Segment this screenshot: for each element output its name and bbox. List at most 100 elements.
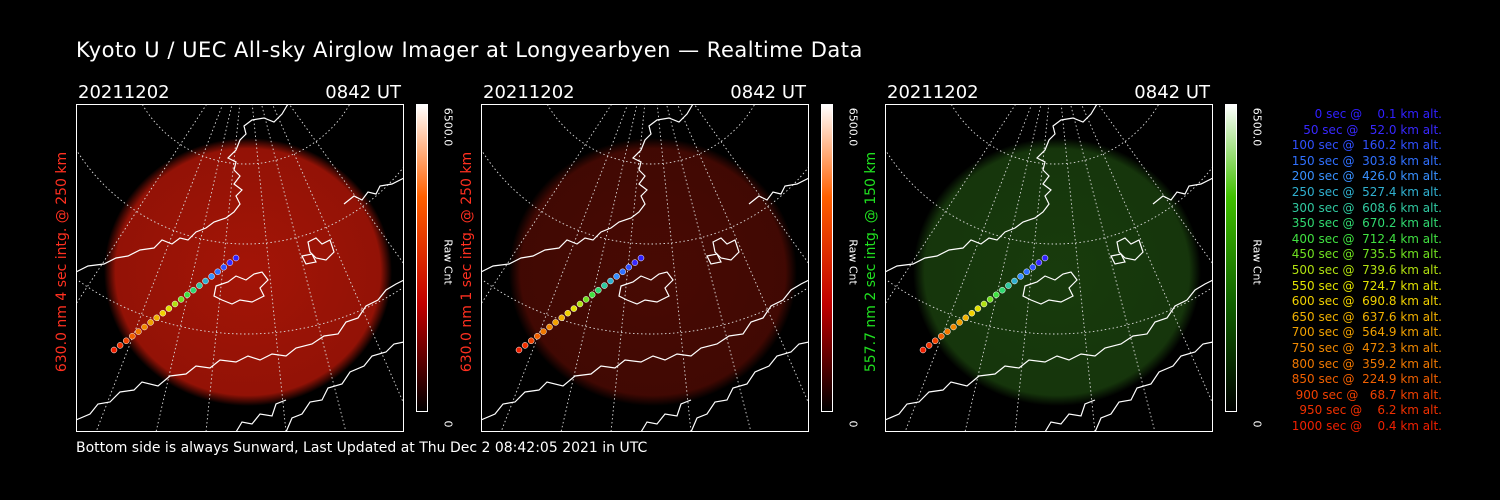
trajectory-point [546, 323, 553, 331]
coastline-outline [885, 104, 1213, 432]
colorbar [1225, 104, 1237, 412]
trajectory-point [919, 346, 927, 354]
trajectory-point [999, 286, 1006, 294]
trajectory-point [938, 332, 945, 340]
legend-row: 100 sec @ 160.2 km alt. [1287, 138, 1442, 153]
legend-row: 250 sec @ 527.4 km alt. [1287, 184, 1442, 199]
panel-date: 20211202 [78, 82, 170, 103]
trajectory-point [141, 323, 148, 331]
trajectory-point [564, 309, 572, 317]
airglow-panel-3: 20211202 0842 UT 557.7 nm 2 sec intg. @ 15… [863, 82, 1295, 432]
trajectory-point [980, 300, 988, 308]
trajectory-legend: 0 sec @ 0.1 km alt. 50 sec @ 52.0 km alt… [1262, 107, 1442, 434]
trajectory-point [944, 328, 951, 335]
panel-time: 0842 UT [730, 82, 806, 103]
panel-wavelength-label: 630.0 nm 4 sec intg. @ 250 km [54, 151, 70, 373]
trajectory-point [220, 263, 228, 271]
legend-row: 600 sec @ 690.8 km alt. [1287, 294, 1442, 309]
trajectory-point [595, 286, 602, 294]
trajectory-point [208, 273, 215, 280]
legend-row: 0 sec @ 0.1 km alt. [1303, 107, 1442, 121]
colorbar-label: Raw Cnt [846, 239, 860, 285]
trajectory-point [1011, 277, 1018, 285]
trajectory-point [588, 291, 596, 299]
trajectory-point [950, 323, 957, 331]
trajectory-point [1035, 259, 1043, 266]
trajectory-point [625, 263, 633, 271]
trajectory-point [177, 296, 185, 303]
trajectory-point [226, 259, 234, 266]
trajectory-point [135, 328, 142, 335]
colorbar-label: Raw Cnt [441, 239, 455, 285]
coastline-outline [481, 104, 809, 432]
trajectory-point [570, 305, 578, 312]
trajectory-point [527, 337, 535, 345]
panel-time: 0842 UT [325, 82, 401, 103]
trajectory-point [159, 309, 167, 317]
legend-row: 650 sec @ 637.6 km alt. [1287, 309, 1442, 324]
trajectory-track [919, 254, 1049, 354]
colorbar-max: 6500.0 [846, 107, 860, 147]
trajectory-point [147, 319, 154, 326]
panel-wavelength-label: 630.0 nm 1 sec intg. @ 250 km [459, 151, 475, 373]
legend-row: 550 sec @ 724.7 km alt. [1287, 278, 1442, 293]
trajectory-point [619, 268, 626, 276]
trajectory-point [607, 277, 614, 285]
trajectory-point [183, 291, 191, 299]
airglow-sky-disc [509, 138, 797, 406]
trajectory-point [116, 342, 124, 349]
trajectory-point [1017, 273, 1024, 280]
trajectory-point [1029, 263, 1037, 271]
trajectory-point [576, 300, 584, 308]
trajectory-point [558, 314, 565, 322]
coastline-outline [76, 104, 404, 432]
trajectory-point [129, 332, 136, 340]
legend-row: 150 sec @ 303.8 km alt. [1287, 153, 1442, 168]
colorbar-max: 6500.0 [441, 107, 455, 147]
trajectory-point [582, 296, 590, 303]
airglow-panel-1: 20211202 0842 UT 630.0 nm 4 sec intg. @ 25… [54, 82, 486, 432]
trajectory-point [515, 346, 523, 354]
trajectory-point [552, 319, 559, 326]
trajectory-point [968, 309, 976, 317]
trajectory-point [613, 273, 620, 280]
trajectory-point [992, 291, 1000, 299]
footer-status: Bottom side is always Sunward, Last Upda… [76, 440, 648, 456]
legend-row: 200 sec @ 426.0 km alt. [1287, 169, 1442, 184]
legend-row: 50 sec @ 52.0 km alt. [1295, 122, 1442, 137]
legend-row: 350 sec @ 670.2 km alt. [1287, 216, 1442, 231]
legend-row: 950 sec @ 6.2 km alt. [1295, 403, 1442, 418]
legend-row: 750 sec @ 472.3 km alt. [1287, 340, 1442, 355]
legend-row: 900 sec @ 68.7 km alt. [1291, 387, 1442, 402]
trajectory-point [171, 300, 179, 308]
trajectory-point [956, 319, 963, 326]
trajectory-point [110, 346, 118, 354]
trajectory-point [986, 296, 994, 303]
trajectory-point [931, 337, 939, 345]
legend-row: 850 sec @ 224.9 km alt. [1287, 372, 1442, 387]
trajectory-point [534, 332, 541, 340]
legend-row: 400 sec @ 712.4 km alt. [1287, 231, 1442, 246]
colorbar-min: 0 [441, 420, 455, 428]
airglow-panel-2: 20211202 0842 UT 630.0 nm 1 sec intg. @ 25… [459, 82, 891, 432]
legend-row: 800 sec @ 359.2 km alt. [1287, 356, 1442, 371]
trajectory-point [232, 254, 240, 262]
colorbar-min: 0 [846, 420, 860, 428]
trajectory-point [1023, 268, 1030, 276]
trajectory-point [190, 286, 197, 294]
trajectory-track [110, 254, 240, 354]
trajectory-point [196, 282, 203, 289]
allsky-image [481, 104, 809, 432]
legend-row: 450 sec @ 735.5 km alt. [1287, 247, 1442, 262]
trajectory-point [1005, 282, 1012, 289]
panel-date: 20211202 [483, 82, 575, 103]
colorbar [821, 104, 833, 412]
trajectory-point [540, 328, 547, 335]
lat-lon-grid [885, 104, 1213, 432]
trajectory-point [165, 305, 173, 312]
allsky-image [76, 104, 404, 432]
trajectory-point [962, 314, 969, 322]
trajectory-point [974, 305, 982, 312]
lat-lon-grid [76, 104, 404, 432]
trajectory-point [153, 314, 160, 322]
